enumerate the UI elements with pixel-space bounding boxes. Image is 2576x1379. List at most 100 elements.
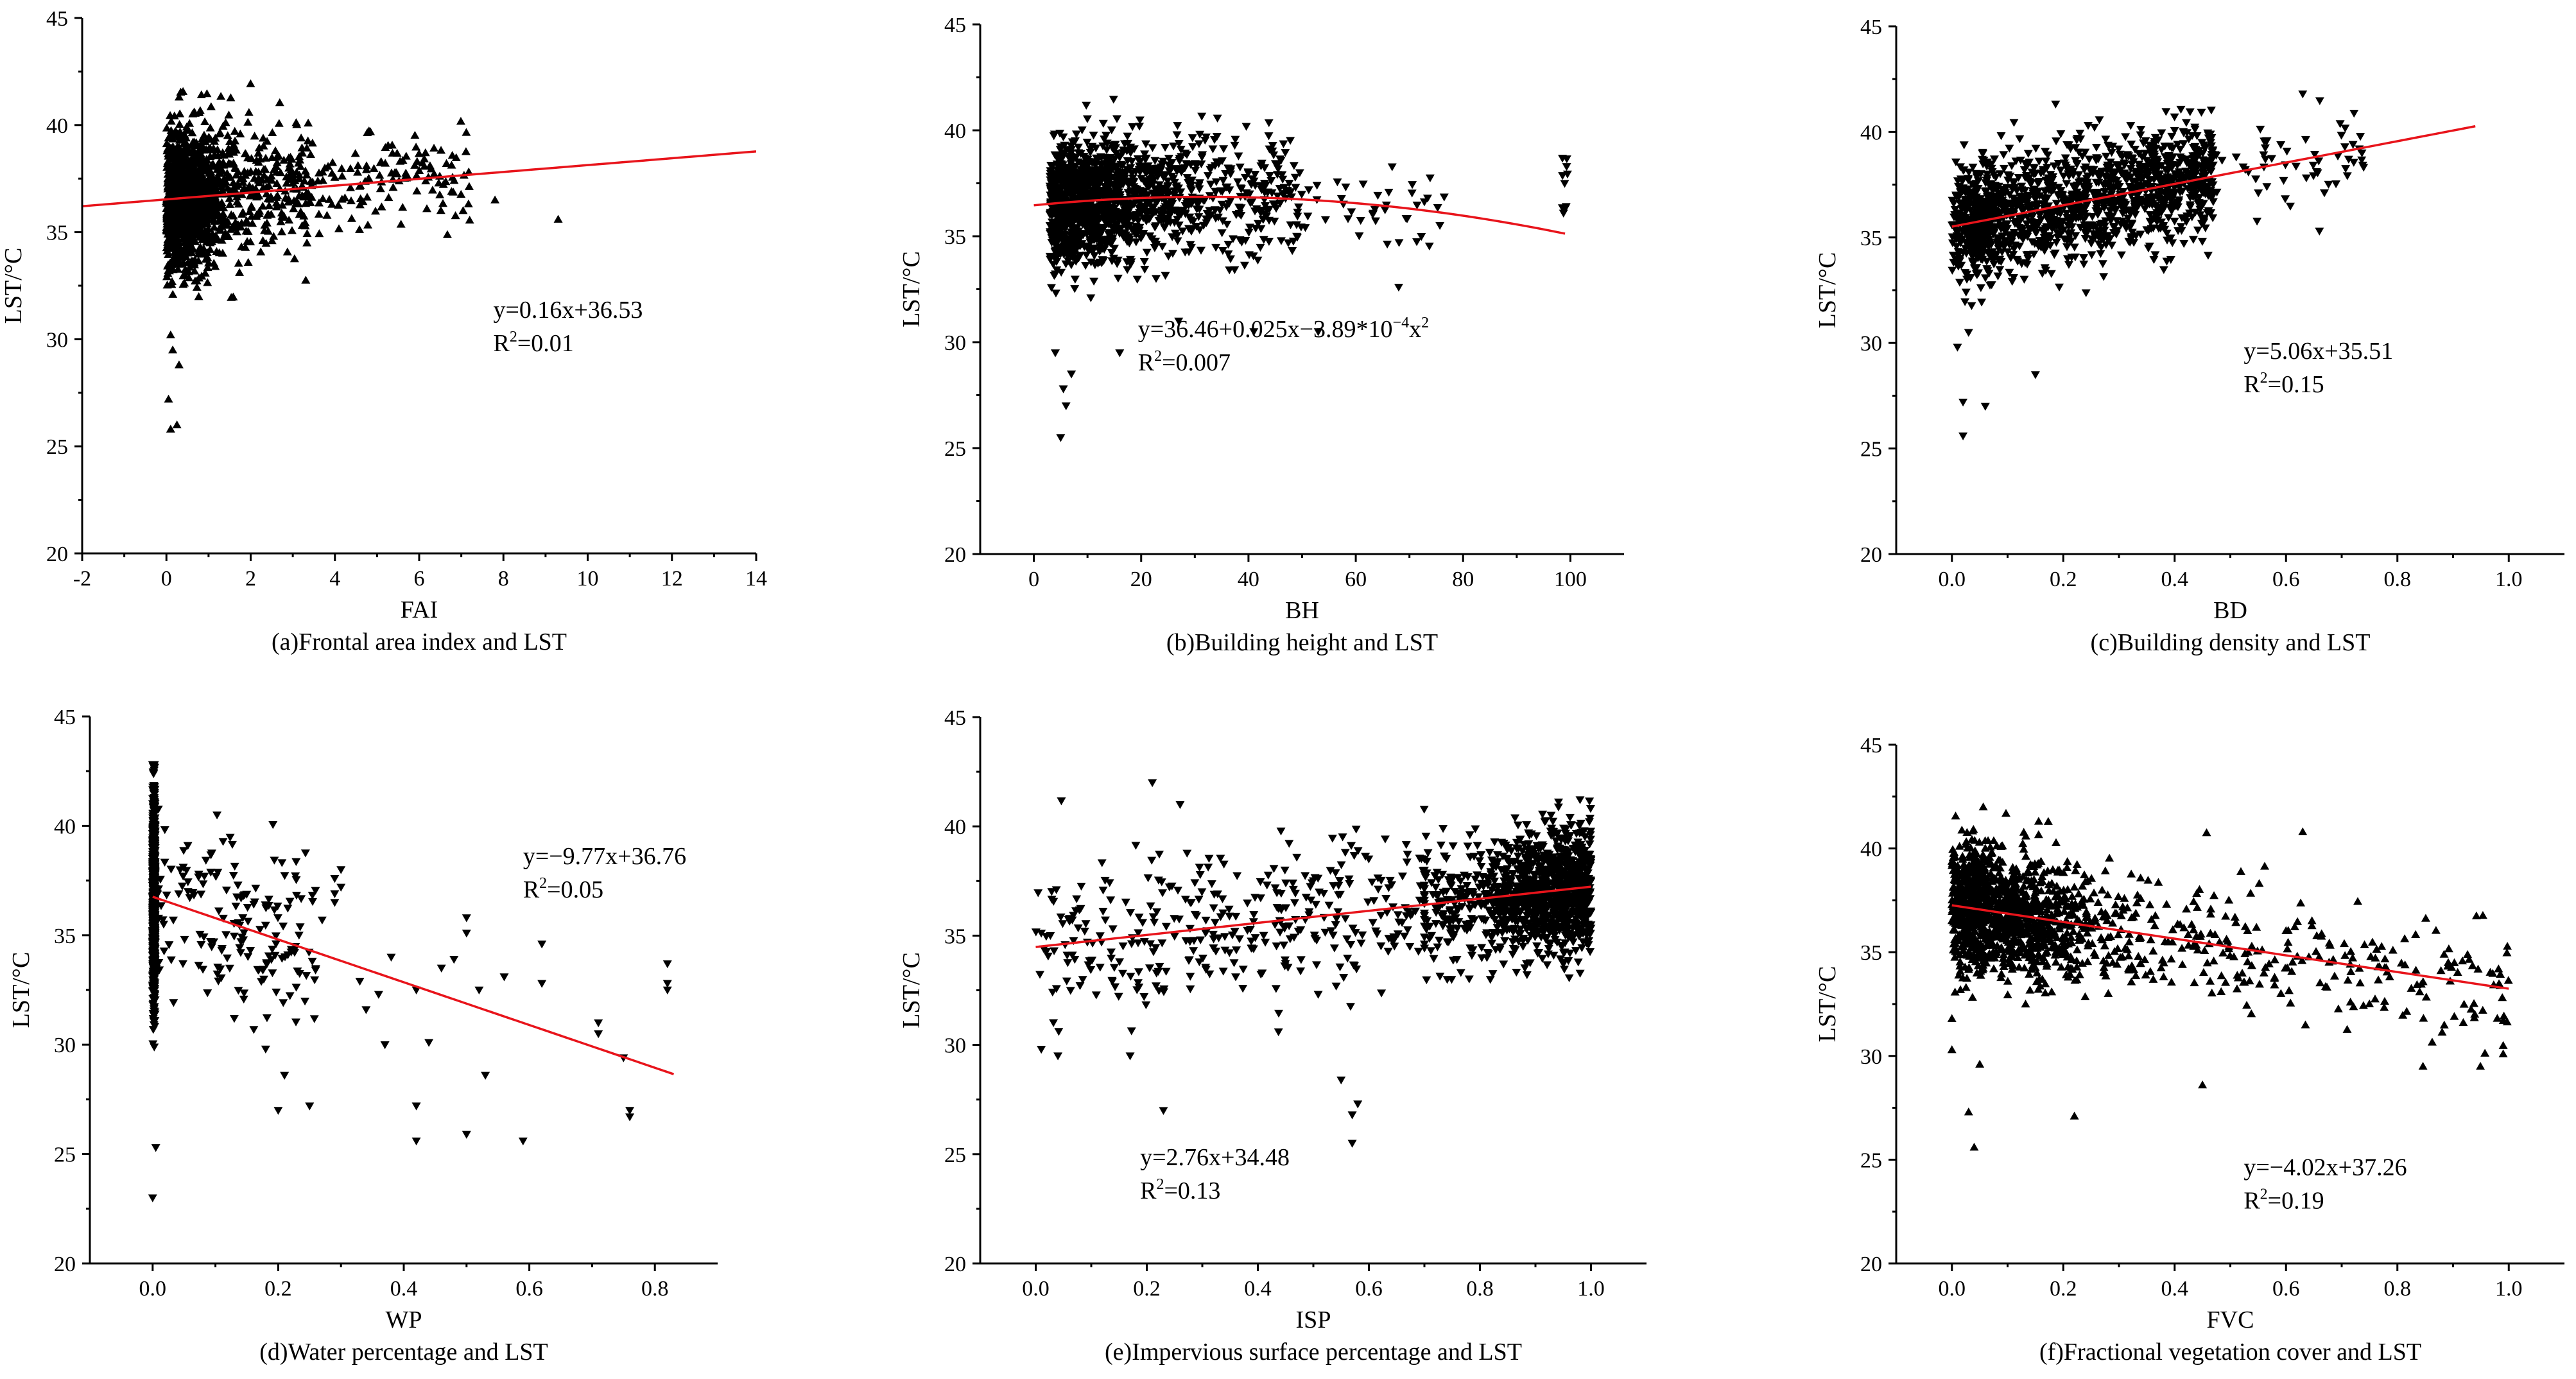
data-point (254, 168, 263, 176)
data-point (229, 292, 238, 300)
data-point (2291, 162, 2301, 171)
data-point (1134, 204, 1144, 212)
data-point (1161, 272, 1170, 280)
data-point (1118, 162, 1127, 170)
data-point (2123, 214, 2133, 223)
data-point (2003, 248, 2012, 257)
data-point (2126, 165, 2136, 173)
data-point (162, 123, 171, 132)
data-point (2331, 180, 2341, 189)
data-point (200, 268, 210, 277)
data-point (2285, 202, 2295, 211)
data-point (2053, 234, 2062, 242)
data-point (2160, 153, 2170, 161)
data-point (297, 143, 307, 152)
data-point (418, 158, 428, 167)
data-point (2083, 227, 2093, 236)
y-tick-label: 40 (1860, 121, 1882, 144)
data-point (1249, 328, 1259, 336)
data-point (302, 238, 312, 247)
data-point (2113, 227, 2122, 235)
data-point (346, 183, 356, 191)
y-axis-label: LST/°C (0, 248, 27, 324)
data-point (1109, 205, 1118, 213)
data-point (2009, 119, 2019, 127)
data-point (1107, 236, 1117, 245)
data-point (2050, 209, 2059, 217)
data-point (218, 158, 228, 166)
data-point (2003, 177, 2013, 185)
data-point (1075, 235, 1085, 243)
data-point (2059, 226, 2068, 234)
data-point (1197, 112, 1207, 121)
data-point (2105, 185, 2114, 194)
data-point (166, 198, 175, 206)
data-point (2000, 241, 2010, 250)
data-point (464, 167, 474, 176)
data-point (1181, 160, 1191, 168)
data-point (2309, 172, 2319, 180)
data-point (1380, 206, 1390, 214)
data-point (232, 192, 241, 201)
data-point (1110, 155, 1119, 164)
data-point (1989, 260, 1999, 269)
data-point (1998, 223, 2008, 232)
data-point (1953, 217, 1963, 225)
data-point (2126, 122, 2136, 130)
y-tick-label: 35 (46, 221, 68, 245)
data-point (1082, 101, 1091, 110)
data-point (1951, 191, 1961, 200)
data-point (2127, 140, 2136, 149)
data-point (225, 137, 234, 145)
data-point (1424, 242, 1434, 251)
data-point (2026, 225, 2036, 233)
data-point (2074, 148, 2084, 157)
data-point (211, 178, 220, 187)
data-point (2342, 172, 2352, 180)
r-squared: R2=0.007 (1138, 348, 1231, 376)
data-point (370, 207, 380, 215)
data-point (1218, 247, 1227, 256)
data-point (187, 201, 197, 210)
data-point (1961, 195, 1971, 204)
data-point (1076, 210, 1085, 218)
data-point (187, 128, 197, 137)
data-point (192, 282, 202, 291)
data-point (1982, 174, 1992, 182)
data-point (2138, 153, 2147, 162)
data-point (2141, 201, 2151, 209)
data-point (1291, 184, 1301, 192)
data-point (2024, 175, 2034, 183)
data-point (262, 218, 272, 227)
data-point (2084, 223, 2093, 232)
data-point (1051, 290, 1060, 298)
data-point (1251, 225, 1261, 233)
data-point (2173, 141, 2183, 149)
data-point (212, 207, 222, 216)
data-point (2063, 214, 2073, 223)
data-point (2308, 161, 2318, 170)
data-point (1953, 229, 1962, 237)
data-point (1060, 141, 1069, 150)
data-point (1073, 195, 1083, 204)
data-point (1953, 182, 1963, 191)
data-point (2165, 204, 2175, 212)
data-point (318, 194, 327, 202)
data-point (1264, 238, 1274, 246)
data-point (1094, 182, 1103, 191)
data-point (2153, 158, 2163, 166)
data-point (2159, 222, 2168, 230)
data-point (171, 151, 180, 159)
data-point (1213, 114, 1222, 123)
data-point (1159, 173, 1168, 182)
data-point (2106, 178, 2116, 186)
data-point (1977, 155, 1987, 164)
data-point (1997, 248, 2007, 257)
data-point (167, 260, 177, 268)
data-point (205, 245, 215, 253)
data-point (168, 238, 177, 247)
y-tick-label: 35 (944, 225, 966, 249)
data-point (301, 275, 311, 284)
